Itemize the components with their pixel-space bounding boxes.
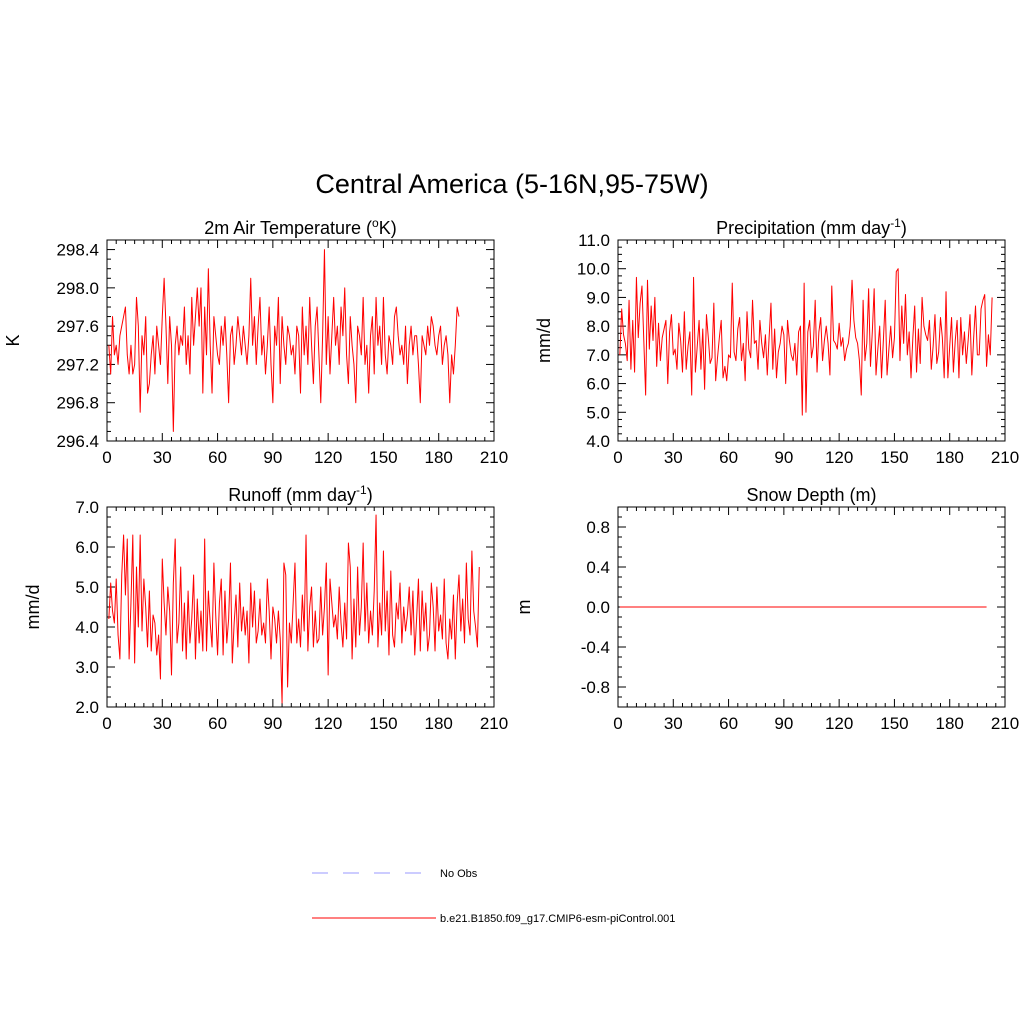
legend: No Obs b.e21.B1850.f09_g17.CMIP6-esm-piC… [312,868,675,925]
y-tick-label-snowd: 0.4 [586,558,610,577]
panel-title-pr: Precipitation (mm day-1) [716,216,907,238]
y-tick-label-pr: 5.0 [586,403,610,422]
series-line-pr-0 [619,268,993,416]
x-tick-label-runoff: 180 [425,714,453,733]
x-tick-label-tas: 60 [208,448,227,467]
x-tick-label-pr: 30 [664,448,683,467]
y-tick-label-pr: 9.0 [586,288,610,307]
x-tick-label-pr: 210 [991,448,1019,467]
x-tick-label-runoff: 120 [314,714,342,733]
x-tick-label-pr: 120 [825,448,853,467]
x-tick-label-snowd: 150 [880,714,908,733]
x-tick-label-snowd: 30 [664,714,683,733]
y-tick-label-tas: 297.2 [56,355,99,374]
x-tick-label-runoff: 60 [208,714,227,733]
y-tick-label-snowd: 0.0 [586,598,610,617]
y-tick-label-tas: 298.4 [56,241,99,260]
series-line-tas-0 [108,249,460,432]
panels: 2m Air Temperature (oK) 0 30 60 90 120 150 180 2… [3,216,1019,733]
series-line-runoff-0 [108,514,480,704]
panel-title-runoff: Runoff (mm day-1) [228,483,372,505]
x-tick-label-snowd: 60 [719,714,738,733]
panel-snowd: Snow Depth (m) 0 30 60 90 120 150 180 210 -0.8 -0.… [514,485,1019,733]
panel-title-snowd: Snow Depth (m) [746,485,876,505]
x-tick-label-tas: 90 [263,448,282,467]
y-tick-label-tas: 297.6 [56,317,99,336]
y-tick-label-pr: 10.0 [577,260,610,279]
x-tick-label-runoff: 210 [480,714,508,733]
panel-runoff: Runoff (mm day-1) 0 30 60 90 120 150 180 210 2.0 3… [23,483,508,733]
plot-frame-tas [106,239,495,442]
y-axis-label-snowd: m [514,600,534,615]
x-tick-label-runoff: 150 [369,714,397,733]
x-tick-label-tas: 210 [480,448,508,467]
y-tick-label-pr: 6.0 [586,375,610,394]
y-tick-label-tas: 298.0 [56,279,99,298]
y-tick-label-pr: 4.0 [586,432,610,451]
y-tick-label-pr: 11.0 [578,231,610,250]
legend-obs-label: No Obs [440,868,478,880]
panel-title-tas: 2m Air Temperature (oK) [204,216,396,238]
x-tick-label-snowd: 210 [991,714,1019,733]
y-tick-label-runoff: 3.0 [75,658,99,677]
x-tick-label-snowd: 0 [613,714,622,733]
y-tick-label-runoff: 6.0 [75,538,99,557]
y-axis-label-runoff: mm/d [23,585,43,630]
x-tick-label-tas: 30 [153,448,172,467]
y-tick-label-snowd: -0.8 [581,678,610,697]
y-axis-label-tas: K [3,334,23,346]
y-tick-label-runoff: 7.0 [75,498,99,517]
y-tick-label-runoff: 5.0 [75,578,99,597]
x-tick-label-tas: 150 [369,448,397,467]
panel-pr: Precipitation (mm day-1) 0 30 60 90 120 150 180… [534,216,1019,467]
legend-model-label: b.e21.B1850.f09_g17.CMIP6-esm-piControl.… [440,913,675,925]
y-tick-label-tas: 296.4 [56,432,99,451]
y-axis-label-pr: mm/d [534,318,554,363]
y-tick-label-runoff: 4.0 [75,618,99,637]
x-tick-label-pr: 150 [880,448,908,467]
x-tick-label-snowd: 180 [936,714,964,733]
panel-tas: 2m Air Temperature (oK) 0 30 60 90 120 150 180 2… [3,216,508,467]
y-tick-label-snowd: -0.4 [581,638,610,657]
x-tick-label-tas: 0 [102,448,111,467]
x-tick-label-tas: 120 [314,448,342,467]
y-tick-label-runoff: 2.0 [75,698,99,717]
x-tick-label-snowd: 90 [774,714,793,733]
x-tick-label-pr: 180 [936,448,964,467]
y-tick-label-tas: 296.8 [56,394,99,413]
x-tick-label-pr: 90 [774,448,793,467]
x-tick-label-runoff: 90 [263,714,282,733]
x-tick-label-tas: 180 [425,448,453,467]
y-tick-label-pr: 7.0 [586,346,610,365]
y-tick-label-pr: 8.0 [586,317,610,336]
x-tick-label-pr: 60 [719,448,738,467]
y-tick-label-snowd: 0.8 [586,518,610,537]
x-tick-label-runoff: 30 [153,714,172,733]
x-tick-label-runoff: 0 [102,714,111,733]
x-tick-label-pr: 0 [613,448,622,467]
figure-title: Central America (5-16N,95-75W) [315,169,708,199]
x-tick-label-snowd: 120 [825,714,853,733]
